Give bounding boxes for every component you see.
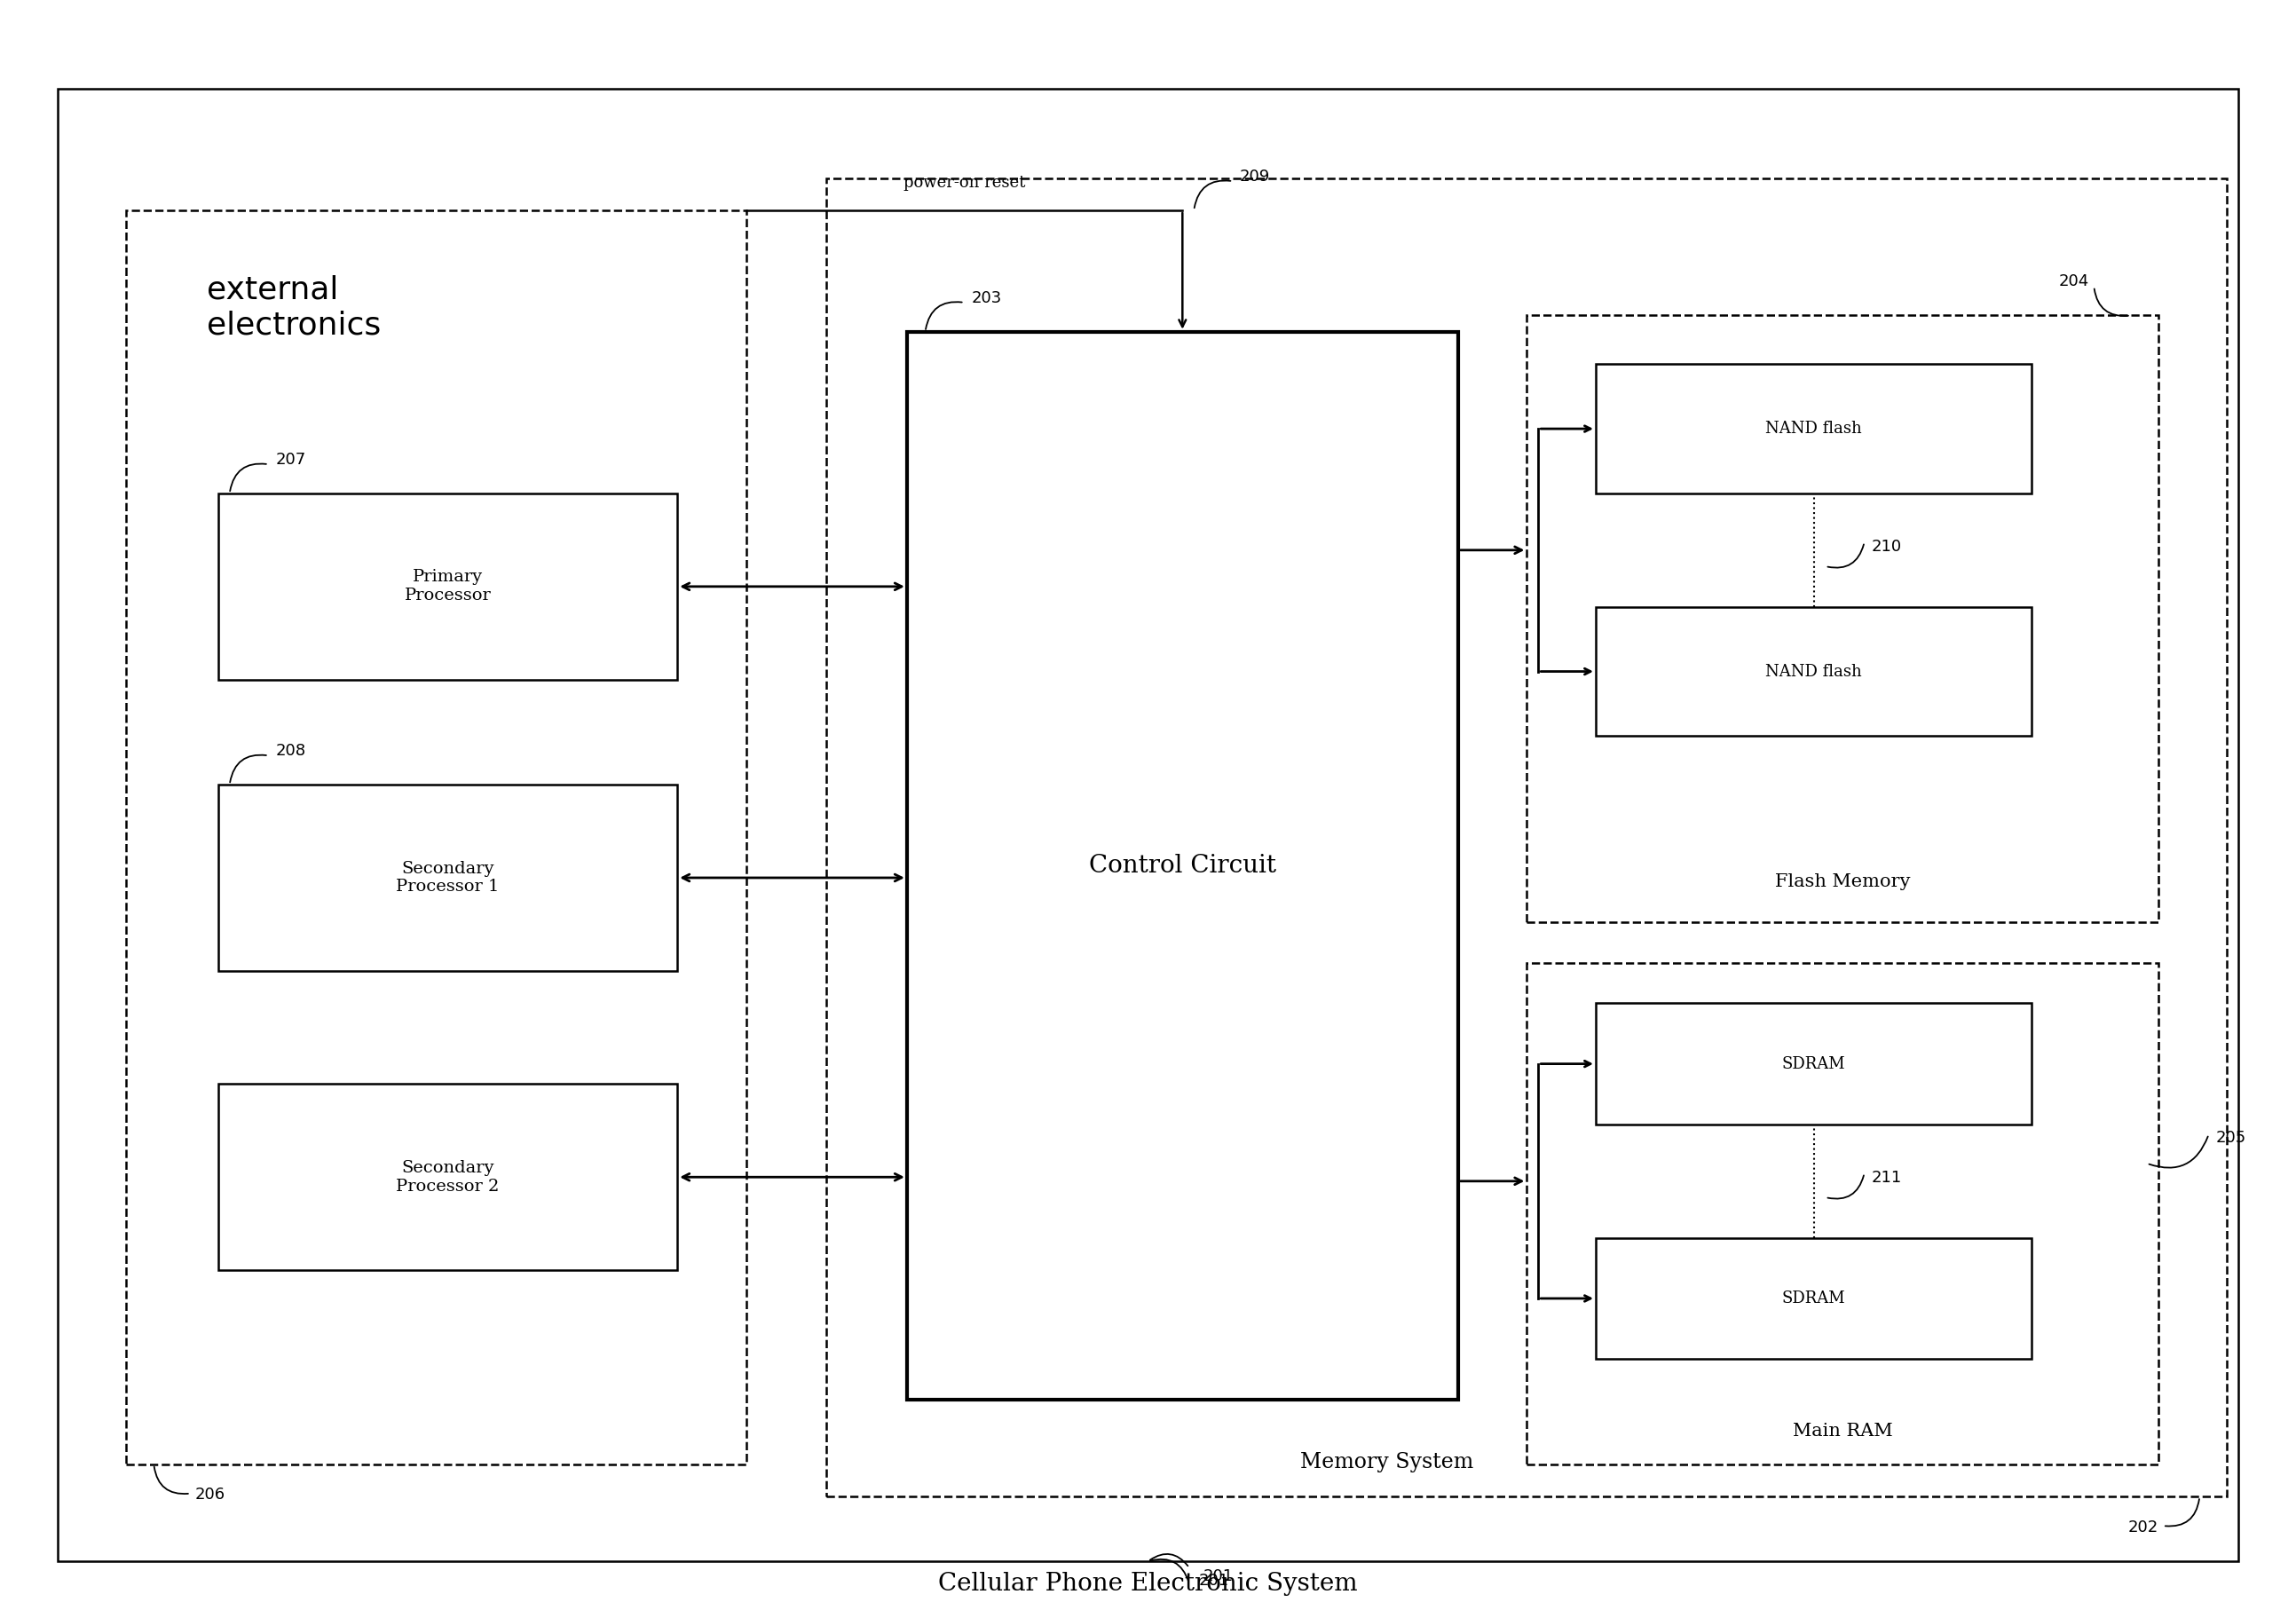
Text: Memory System: Memory System [1300,1451,1474,1472]
Bar [126,210,746,1464]
Bar [1596,1003,2032,1125]
Text: Flash Memory: Flash Memory [1775,874,1910,890]
Text: Main RAM: Main RAM [1793,1424,1892,1440]
Bar [218,785,677,971]
Text: Secondary
Processor 2: Secondary Processor 2 [397,1160,498,1194]
Bar [827,178,2227,1497]
Bar [1596,364,2032,493]
Bar [1596,1238,2032,1359]
Text: 208: 208 [276,743,305,759]
Bar [218,493,677,680]
Text: Secondary
Processor 1: Secondary Processor 1 [397,861,498,895]
Text: SDRAM: SDRAM [1782,1291,1846,1306]
Text: SDRAM: SDRAM [1782,1057,1846,1071]
Bar [907,332,1458,1400]
Text: 207: 207 [276,451,305,468]
Text: Control Circuit: Control Circuit [1088,854,1277,877]
Text: 206: 206 [195,1487,225,1503]
Text: 201: 201 [1203,1568,1233,1584]
Text: external
electronics: external electronics [207,275,381,340]
Text: 202: 202 [2128,1519,2158,1535]
Bar [1527,963,2158,1464]
Text: NAND flash: NAND flash [1766,421,1862,437]
Bar [1596,607,2032,736]
Text: power-on reset: power-on reset [902,175,1026,191]
Text: Primary
Processor: Primary Processor [404,570,491,604]
Text: 210: 210 [1871,539,1901,555]
Text: 209: 209 [1240,168,1270,184]
Text: 211: 211 [1871,1170,1901,1186]
Bar [1527,316,2158,922]
Text: 204: 204 [2060,273,2089,290]
Text: 201: 201 [1199,1573,1228,1589]
Text: NAND flash: NAND flash [1766,663,1862,680]
Text: 203: 203 [971,290,1001,306]
Text: Cellular Phone Electronic System: Cellular Phone Electronic System [939,1573,1357,1595]
Text: 205: 205 [2216,1129,2245,1146]
Bar [218,1084,677,1270]
